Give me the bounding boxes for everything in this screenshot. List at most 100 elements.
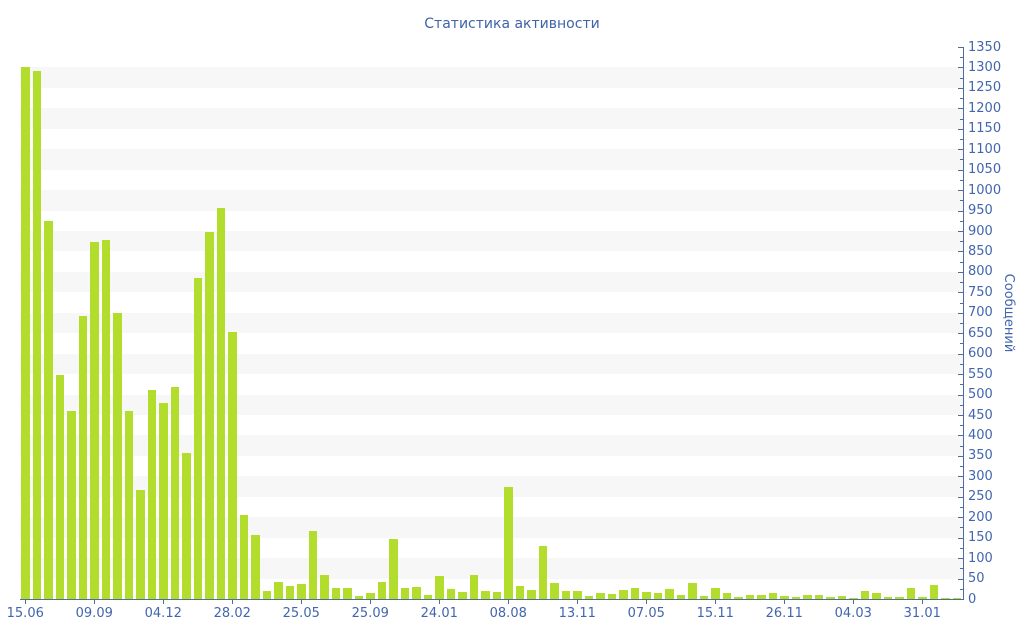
- bar[interactable]: [205, 232, 214, 599]
- bar[interactable]: [780, 596, 789, 599]
- bar[interactable]: [481, 590, 490, 599]
- y-axis-label: 1000: [968, 182, 1002, 198]
- bar[interactable]: [929, 585, 938, 599]
- bar[interactable]: [21, 66, 30, 599]
- bar[interactable]: [274, 581, 283, 599]
- x-axis-label: 15.06: [6, 606, 44, 621]
- bar[interactable]: [228, 331, 237, 599]
- bar[interactable]: [837, 596, 846, 599]
- bar[interactable]: [67, 410, 76, 599]
- y-axis-tick: [958, 190, 963, 192]
- bar[interactable]: [895, 597, 904, 599]
- x-axis-tick: [784, 600, 786, 604]
- bar[interactable]: [44, 220, 53, 599]
- bar[interactable]: [803, 594, 812, 599]
- grid-stripe: [20, 108, 963, 129]
- bar[interactable]: [446, 589, 455, 599]
- bar[interactable]: [32, 71, 41, 599]
- y-axis-tick: [958, 578, 963, 580]
- bar[interactable]: [331, 588, 340, 599]
- bar[interactable]: [113, 312, 122, 599]
- bar[interactable]: [55, 374, 64, 599]
- bar[interactable]: [377, 581, 386, 599]
- bar[interactable]: [676, 594, 685, 599]
- bar[interactable]: [412, 586, 421, 599]
- bar[interactable]: [711, 588, 720, 599]
- y-axis-label: 1150: [968, 121, 1002, 137]
- bar[interactable]: [159, 402, 168, 599]
- bar[interactable]: [366, 593, 375, 599]
- bar[interactable]: [90, 241, 99, 599]
- bar[interactable]: [860, 590, 869, 599]
- bar[interactable]: [101, 240, 110, 599]
- bar[interactable]: [952, 598, 961, 599]
- bar[interactable]: [354, 596, 363, 599]
- y-axis-tick: [960, 588, 963, 590]
- bar[interactable]: [745, 594, 754, 599]
- bar[interactable]: [343, 587, 352, 599]
- bar[interactable]: [320, 574, 329, 599]
- bar[interactable]: [734, 596, 743, 599]
- bar[interactable]: [538, 545, 547, 599]
- bar[interactable]: [791, 596, 800, 599]
- bar[interactable]: [193, 278, 202, 599]
- bar[interactable]: [251, 534, 260, 599]
- bar[interactable]: [906, 588, 915, 599]
- bar[interactable]: [469, 574, 478, 599]
- bar[interactable]: [170, 386, 179, 599]
- y-axis-tick: [958, 251, 963, 253]
- bar[interactable]: [435, 576, 444, 599]
- bar[interactable]: [297, 583, 306, 599]
- bar[interactable]: [550, 582, 559, 599]
- y-axis-tick: [960, 302, 963, 304]
- bar[interactable]: [515, 585, 524, 599]
- bar[interactable]: [216, 208, 225, 599]
- bar[interactable]: [619, 590, 628, 599]
- bar[interactable]: [630, 588, 639, 599]
- bar[interactable]: [872, 592, 881, 599]
- bar[interactable]: [262, 590, 271, 599]
- bar[interactable]: [504, 486, 513, 599]
- y-axis-label: 1050: [968, 162, 1002, 178]
- y-axis-tick: [960, 77, 963, 79]
- bar[interactable]: [883, 596, 892, 599]
- bar[interactable]: [768, 593, 777, 599]
- bar[interactable]: [527, 590, 536, 599]
- bar[interactable]: [308, 530, 317, 599]
- bar[interactable]: [239, 515, 248, 599]
- bar[interactable]: [665, 589, 674, 599]
- bar[interactable]: [918, 597, 927, 599]
- bar[interactable]: [285, 585, 294, 599]
- bar[interactable]: [400, 588, 409, 599]
- y-axis-label: 900: [968, 223, 993, 239]
- bar[interactable]: [849, 597, 858, 599]
- bar[interactable]: [814, 594, 823, 599]
- bar[interactable]: [492, 591, 501, 599]
- bar[interactable]: [596, 592, 605, 599]
- bar[interactable]: [941, 598, 950, 599]
- bar[interactable]: [182, 453, 191, 599]
- bar[interactable]: [826, 596, 835, 599]
- y-axis-tick: [960, 220, 963, 222]
- y-axis-tick: [960, 179, 963, 181]
- bar[interactable]: [653, 593, 662, 599]
- bar[interactable]: [699, 596, 708, 599]
- bar[interactable]: [124, 410, 133, 599]
- bar[interactable]: [607, 594, 616, 599]
- y-axis-tick: [960, 139, 963, 140]
- bar[interactable]: [423, 594, 432, 599]
- bar[interactable]: [458, 591, 467, 599]
- bar[interactable]: [757, 594, 766, 599]
- y-axis-label: 950: [968, 203, 993, 219]
- bar[interactable]: [573, 590, 582, 599]
- bar[interactable]: [136, 489, 145, 599]
- bar[interactable]: [561, 590, 570, 599]
- bar[interactable]: [389, 539, 398, 599]
- bar[interactable]: [642, 591, 651, 599]
- bar[interactable]: [584, 596, 593, 599]
- bar[interactable]: [722, 592, 731, 599]
- bar[interactable]: [147, 390, 156, 599]
- bar[interactable]: [688, 582, 697, 599]
- y-axis-tick: [958, 47, 963, 48]
- bar[interactable]: [78, 316, 87, 599]
